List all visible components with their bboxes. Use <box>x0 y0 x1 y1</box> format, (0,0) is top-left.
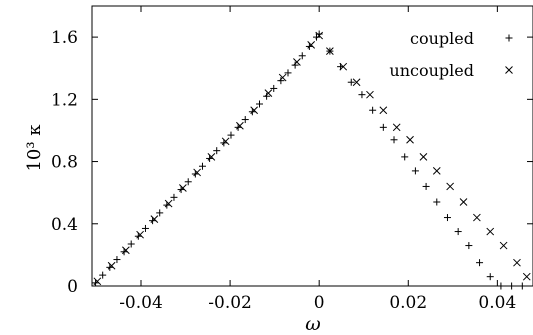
data-point-uncoupled <box>473 213 481 222</box>
data-point-coupled <box>497 282 505 290</box>
data-point-coupled <box>284 69 292 77</box>
y-tick-label: 0 <box>67 277 78 297</box>
axis-ticks: -0.04 -0.02 0 0.02 0.04 0 0.4 0.8 1.2 1.6 <box>51 6 533 313</box>
data-point-coupled <box>99 271 107 279</box>
data-point-uncoupled <box>122 246 130 255</box>
data-point-coupled <box>433 198 441 206</box>
data-point-coupled <box>358 91 366 99</box>
data-point-coupled <box>390 136 398 144</box>
data-point-uncoupled <box>179 184 187 192</box>
x-tick-label: 0.04 <box>478 293 516 313</box>
y-axis-label: 10³ κ <box>24 124 45 172</box>
data-point-uncoupled <box>339 62 348 71</box>
data-point-uncoupled <box>499 241 508 250</box>
data-point-coupled <box>227 131 235 139</box>
data-point-uncoupled <box>513 258 521 267</box>
x-tick-label: 0 <box>314 293 325 313</box>
data-point-uncoupled <box>392 123 401 132</box>
x-tick-label: 0.02 <box>389 293 427 313</box>
legend-label-uncoupled: uncoupled <box>389 61 474 80</box>
data-point-coupled <box>213 147 221 155</box>
data-point-coupled <box>518 282 526 290</box>
data-point-uncoupled <box>278 73 287 82</box>
data-point-coupled <box>347 78 355 86</box>
data-point-uncoupled <box>136 230 144 239</box>
data-point-uncoupled <box>150 215 159 223</box>
data-point-coupled <box>443 214 451 222</box>
data-point-coupled <box>113 256 121 264</box>
x-tick-label: -0.02 <box>208 293 252 313</box>
data-point-coupled <box>291 61 299 69</box>
data-point-coupled <box>198 162 206 170</box>
x-tick-label: -0.04 <box>119 293 163 313</box>
legend-markers <box>505 34 513 74</box>
data-point-coupled <box>422 182 430 190</box>
data-point-coupled <box>141 224 149 232</box>
data-point-coupled <box>411 167 419 175</box>
y-tick-label: 0.8 <box>51 153 78 173</box>
data-point-coupled <box>277 77 285 85</box>
data-series <box>92 30 531 290</box>
data-point-uncoupled <box>221 137 230 146</box>
data-point-uncoupled <box>366 90 374 99</box>
data-point-uncoupled <box>459 198 468 206</box>
legend-marker-uncoupled <box>505 66 513 74</box>
data-point-coupled <box>170 193 178 201</box>
data-point-coupled <box>369 106 377 114</box>
y-tick-label: 1.6 <box>51 28 78 48</box>
data-point-uncoupled <box>486 227 495 236</box>
data-point-uncoupled <box>93 277 102 286</box>
data-point-uncoupled <box>446 182 454 191</box>
y-tick-label: 1.2 <box>51 90 78 110</box>
data-point-coupled <box>508 282 516 290</box>
x-axis-label: ω <box>305 313 321 335</box>
data-point-uncoupled <box>379 106 388 115</box>
data-point-coupled <box>263 92 271 100</box>
data-point-uncoupled <box>193 168 201 177</box>
data-point-uncoupled <box>432 167 441 175</box>
data-point-uncoupled <box>293 58 301 66</box>
data-point-coupled <box>486 273 494 281</box>
y-tick-label: 0.4 <box>51 215 78 235</box>
data-point-uncoupled <box>107 261 116 270</box>
data-point-uncoupled <box>315 31 324 40</box>
data-point-coupled <box>255 100 263 108</box>
data-point-coupled <box>298 52 306 60</box>
data-point-uncoupled <box>419 153 428 161</box>
data-point-coupled <box>379 123 387 131</box>
data-point-coupled <box>476 259 484 267</box>
data-point-uncoupled <box>352 78 361 87</box>
data-point-coupled <box>156 209 164 217</box>
data-point-uncoupled <box>522 272 531 281</box>
legend-label-coupled: coupled <box>410 29 474 48</box>
data-point-uncoupled <box>406 135 414 144</box>
data-point-uncoupled <box>250 106 258 115</box>
data-point-coupled <box>465 242 473 250</box>
data-point-coupled <box>454 228 462 236</box>
data-point-uncoupled <box>307 41 316 49</box>
data-point-uncoupled <box>207 153 216 161</box>
plot-frame <box>91 5 533 287</box>
data-point-uncoupled <box>264 89 273 97</box>
data-point-uncoupled <box>326 47 334 55</box>
legend-marker-coupled <box>505 34 513 42</box>
data-point-coupled <box>270 84 278 92</box>
data-point-uncoupled <box>164 199 173 208</box>
data-point-coupled <box>241 116 249 124</box>
data-point-uncoupled <box>236 121 244 130</box>
data-point-coupled <box>401 153 409 161</box>
data-point-coupled <box>184 178 192 186</box>
data-point-coupled <box>127 240 135 248</box>
data-point-coupled <box>315 30 323 38</box>
